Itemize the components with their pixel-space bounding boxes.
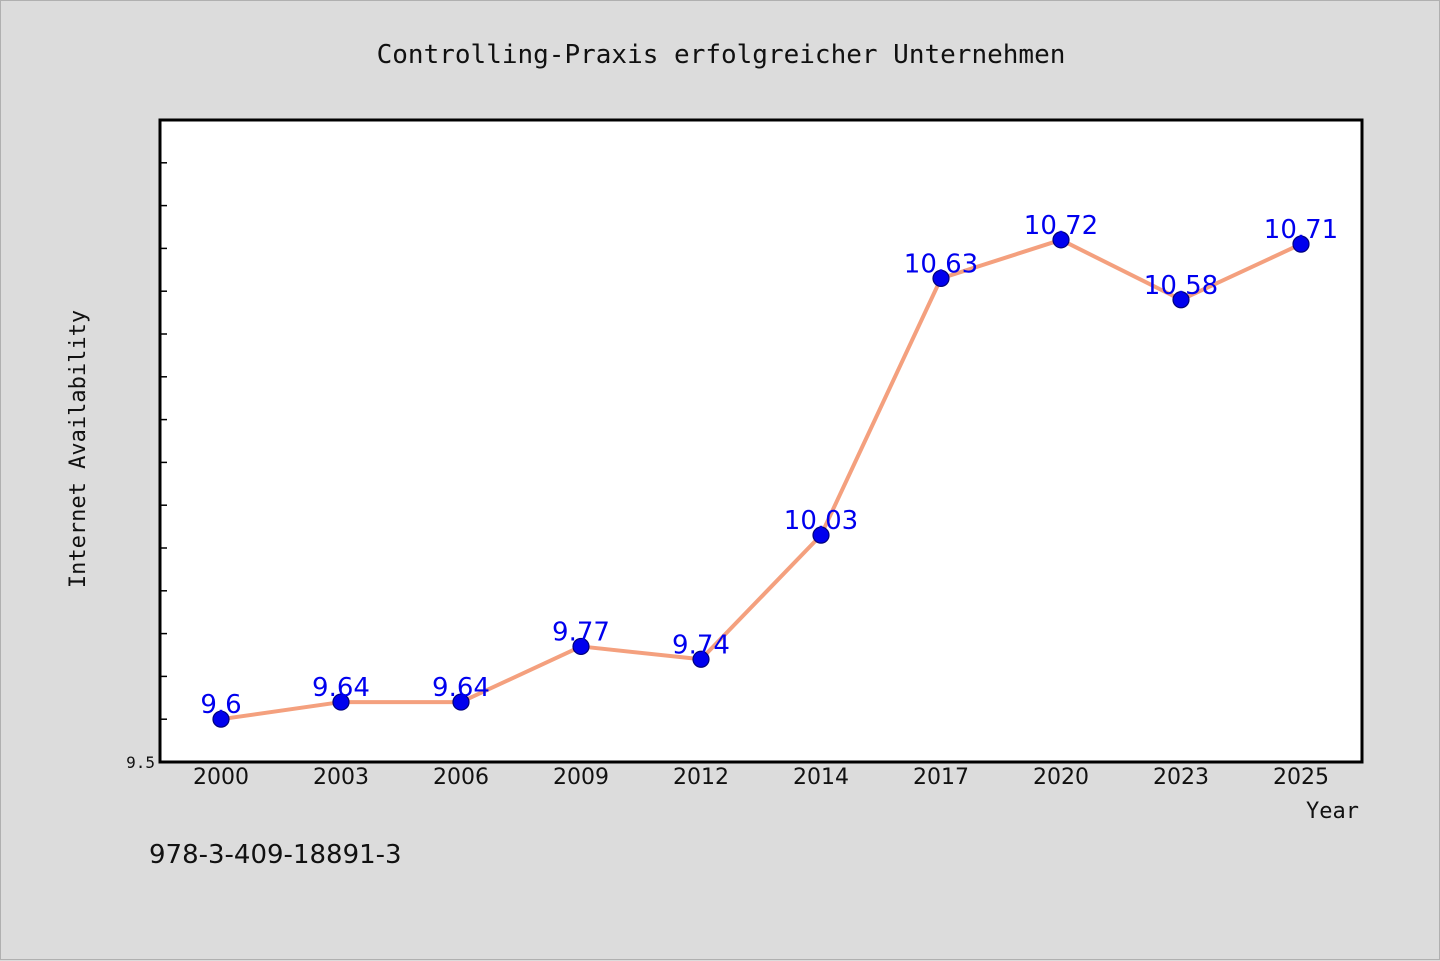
x-tick-label: 2023 (1153, 765, 1209, 790)
chart-title: Controlling-Praxis erfolgreicher Unterne… (377, 40, 1066, 70)
x-tick-label: 2009 (553, 765, 609, 790)
data-label: 9.64 (432, 673, 490, 703)
data-point (692, 650, 710, 668)
x-tick-label: 2000 (193, 765, 249, 790)
data-label: 10.58 (1144, 271, 1218, 301)
data-point (332, 693, 350, 711)
data-label: 9.6 (200, 690, 241, 720)
data-point (1172, 291, 1190, 309)
data-label: 10.03 (784, 506, 858, 536)
x-tick-label: 2017 (913, 765, 969, 790)
data-labels: 9.6 9.64 9.64 9.77 9.74 10.03 10.63 10.72 10.58 1… (200, 211, 1338, 720)
x-axis-label: Year (1306, 799, 1359, 824)
data-point (932, 269, 950, 287)
data-label: 9.74 (672, 630, 730, 660)
data-point (452, 693, 470, 711)
x-tick-label: 2012 (673, 765, 729, 790)
data-label: 10.71 (1264, 215, 1338, 245)
x-tick-label: 2025 (1273, 765, 1329, 790)
x-tick-label: 2003 (313, 765, 369, 790)
x-tick-label: 2020 (1033, 765, 1089, 790)
data-point (1052, 231, 1070, 249)
series-line-group (219, 237, 1303, 722)
x-axis-ticks: 2000 2003 2006 2009 2012 2014 2017 2020 2023 2025 (193, 765, 1329, 790)
series-line (219, 237, 1303, 722)
data-label: 10.72 (1024, 211, 1098, 241)
data-markers (212, 231, 1310, 728)
data-point (212, 710, 230, 728)
plot-area (158, 118, 1364, 764)
y-axis-ticks: 9.5 (126, 162, 167, 772)
data-point (1292, 235, 1310, 253)
x-tick-label: 2006 (433, 765, 489, 790)
data-label: 9.64 (312, 673, 370, 703)
data-point (572, 637, 590, 656)
data-point (812, 526, 830, 544)
data-label: 9.77 (552, 617, 610, 647)
y-axis-label: Internet Availability (66, 310, 91, 588)
data-label: 10.63 (904, 249, 978, 279)
y-tick-label: 9.5 (126, 753, 155, 772)
isbn-footer: 978-3-409-18891-3 (149, 840, 402, 870)
x-tick-label: 2014 (793, 765, 849, 790)
